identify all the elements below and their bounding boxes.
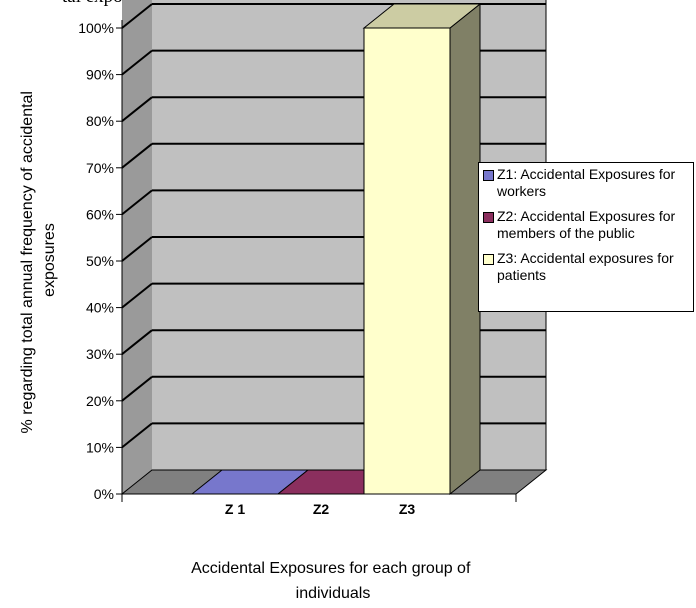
bar-top <box>362 3 482 29</box>
y-tick-label: 80% <box>86 113 114 129</box>
y-tick-label: 90% <box>86 67 114 83</box>
x-axis-tick-labels: Z 1 Z2 Z3 <box>225 501 415 517</box>
legend-item: Z2: Accidental Exposures for members of … <box>483 208 691 242</box>
bars <box>190 2 482 496</box>
y-tick-label: 100% <box>78 20 114 36</box>
y-tick-label: 30% <box>86 346 114 362</box>
y-tick-label: 20% <box>86 393 114 409</box>
gridline-side <box>121 189 153 216</box>
legend-label: Z3: Accidental exposures for patients <box>497 250 674 283</box>
legend-item: Z3: Accidental exposures for patients <box>483 250 691 284</box>
legend-swatch <box>483 212 494 223</box>
y-axis-label-line-2: exposures <box>41 223 58 297</box>
side-wall <box>122 0 152 494</box>
gridline-side <box>121 236 153 262</box>
x-tick-label: Z2 <box>313 501 330 517</box>
y-tick-label: 50% <box>86 253 114 269</box>
legend-label: Z1: Accidental Exposures for workers <box>497 166 676 199</box>
gridline-side <box>121 49 153 76</box>
gridline-side <box>121 329 153 355</box>
legend: Z1: Accidental Exposures for workers Z2: … <box>478 162 694 312</box>
legend-label: Z2: Accidental Exposures for members of … <box>497 208 676 241</box>
y-axis-label: % regarding total annual frequency of ac… <box>19 87 58 434</box>
y-axis-label-line-1: % regarding total annual frequency of ac… <box>19 91 36 433</box>
y-axis-ticks: 0% 10% 20% 30% 40% 50% 60% 70% 80% 90% 100% <box>78 20 122 502</box>
gridline-side <box>121 3 153 29</box>
gridline-side <box>121 96 153 122</box>
x-axis-label-line-2: individuals <box>296 585 371 602</box>
bar-front <box>363 27 451 495</box>
gridline-side <box>121 143 153 169</box>
gridline-side <box>121 376 153 402</box>
bar-z3 <box>362 2 482 496</box>
y-tick-label: 0% <box>94 486 114 502</box>
legend-swatch <box>483 254 494 265</box>
x-tick-label: Z 1 <box>225 501 245 517</box>
legend-swatch <box>483 170 494 181</box>
gridline-side <box>121 422 153 449</box>
x-tick-label: Z3 <box>399 501 416 517</box>
bar-side <box>449 2 481 496</box>
x-tick-marks <box>121 494 517 502</box>
gridline-side <box>121 282 153 309</box>
y-tick-label: 70% <box>86 160 114 176</box>
y-tick-label: 10% <box>86 439 114 455</box>
x-axis-label: Accidental Exposures for each group of i… <box>191 560 475 602</box>
y-tick-label: 40% <box>86 300 114 316</box>
y-tick-label: 60% <box>86 206 114 222</box>
legend-item: Z1: Accidental Exposures for workers <box>483 166 691 200</box>
x-axis-label-line-1: Accidental Exposures for each group of <box>191 560 471 577</box>
